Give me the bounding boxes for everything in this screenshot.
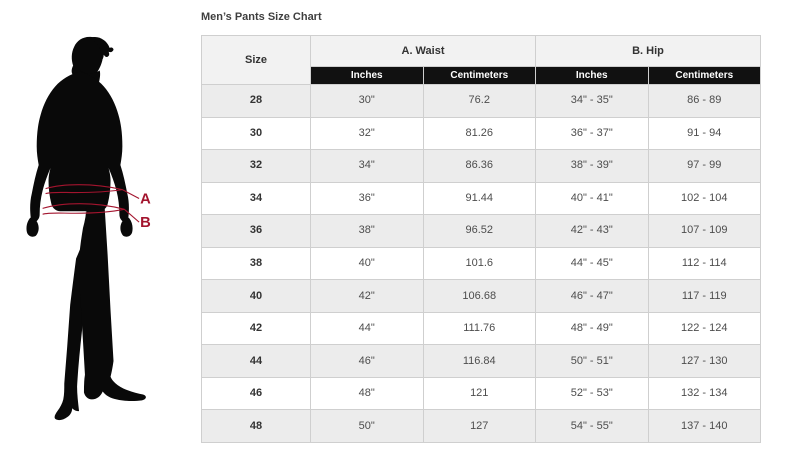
svg-text:A: A [140,191,151,207]
svg-text:B: B [140,215,151,231]
